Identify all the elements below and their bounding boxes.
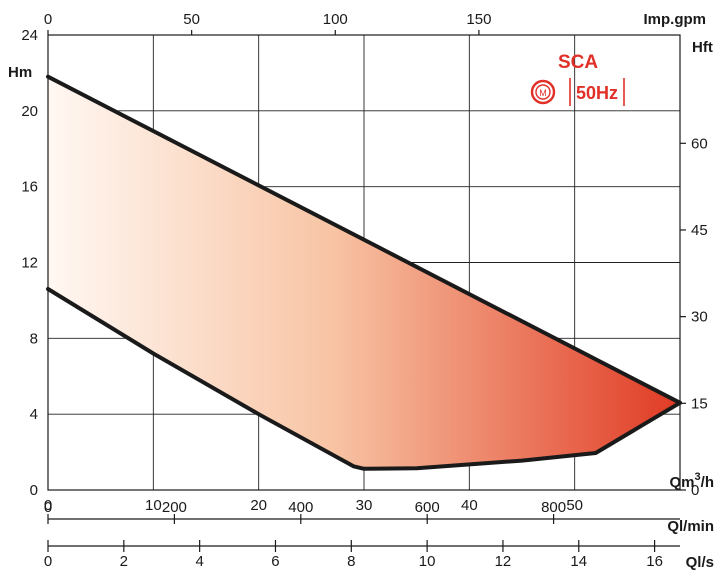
- x-ls-tick-label: 4: [195, 553, 203, 570]
- x-ls-tick-label: 10: [419, 553, 436, 570]
- y-right-tick-label: 30: [691, 309, 708, 326]
- y-right-tick-label: 60: [691, 135, 708, 152]
- flow-unit-sup: 3: [695, 471, 701, 483]
- x-lmin-tick-label: 200: [162, 499, 187, 516]
- x-ls-tick-label: 6: [271, 553, 279, 570]
- x-lmin-tick-label: 800: [541, 499, 566, 516]
- model-badge: SCA M 50Hz: [530, 52, 625, 106]
- flow-m3h-unit: Qm3/h: [670, 471, 714, 491]
- y-right-tick-label: 45: [691, 222, 708, 239]
- motor-icon-letter: M: [539, 88, 547, 98]
- x-ls-tick-label: 16: [646, 553, 663, 570]
- x-ls-tick-label: 0: [44, 553, 52, 570]
- x-top-tick-label: 50: [183, 11, 200, 28]
- x-m3h-tick-label: 30: [356, 497, 373, 514]
- x-ls-tick-label: 2: [120, 553, 128, 570]
- x-m3h-tick-label: 10: [145, 497, 162, 514]
- x-lmin-tick-label: 600: [415, 499, 440, 516]
- x-top-tick-label: 100: [323, 11, 348, 28]
- x-lmin-tick-label: 0: [44, 499, 52, 516]
- left-axis-unit: Hm: [8, 64, 32, 81]
- y-left-tick-label: 8: [30, 330, 38, 347]
- x-m3h-tick-label: 0: [44, 497, 52, 514]
- flow-lmin-unit: Ql/min: [667, 518, 714, 535]
- x-m3h-tick-label: 20: [250, 497, 267, 514]
- top-axis-unit: Imp.gpm: [644, 11, 707, 28]
- upper-boundary-curve: [46, 74, 682, 405]
- y-left-tick-label: 24: [21, 27, 38, 44]
- model-name: SCA: [558, 52, 598, 73]
- x-ls-tick-label: 8: [347, 553, 355, 570]
- right-axis-unit: Hft: [692, 39, 713, 56]
- frequency-label: 50Hz: [576, 83, 618, 103]
- operating-range-area: [48, 76, 680, 469]
- plot-frame: [47, 34, 681, 491]
- y-left-tick-label: 12: [21, 255, 38, 272]
- flow-unit-main: Qm: [670, 474, 695, 491]
- x-ls-tick-label: 12: [495, 553, 512, 570]
- y-right-tick-label: 15: [691, 395, 708, 412]
- motor-icon: M: [530, 79, 556, 105]
- x-lmin-tick-label: 400: [288, 499, 313, 516]
- y-right-tick-label: 0: [691, 482, 699, 499]
- x-top-tick-label: 150: [466, 11, 491, 28]
- y-left-tick-label: 20: [21, 103, 38, 120]
- x-ls-tick-label: 14: [570, 553, 587, 570]
- x-m3h-tick-label: 50: [566, 497, 583, 514]
- y-left-tick-label: 0: [30, 482, 38, 499]
- y-left-tick-label: 4: [30, 406, 38, 423]
- y-left-tick-label: 16: [21, 179, 38, 196]
- lower-boundary-curve: [46, 287, 682, 471]
- x-top-tick-label: 0: [44, 11, 52, 28]
- flow-ls-unit: Ql/s: [686, 554, 714, 571]
- flow-unit-tail: /h: [701, 474, 714, 491]
- x-m3h-tick-label: 40: [461, 497, 478, 514]
